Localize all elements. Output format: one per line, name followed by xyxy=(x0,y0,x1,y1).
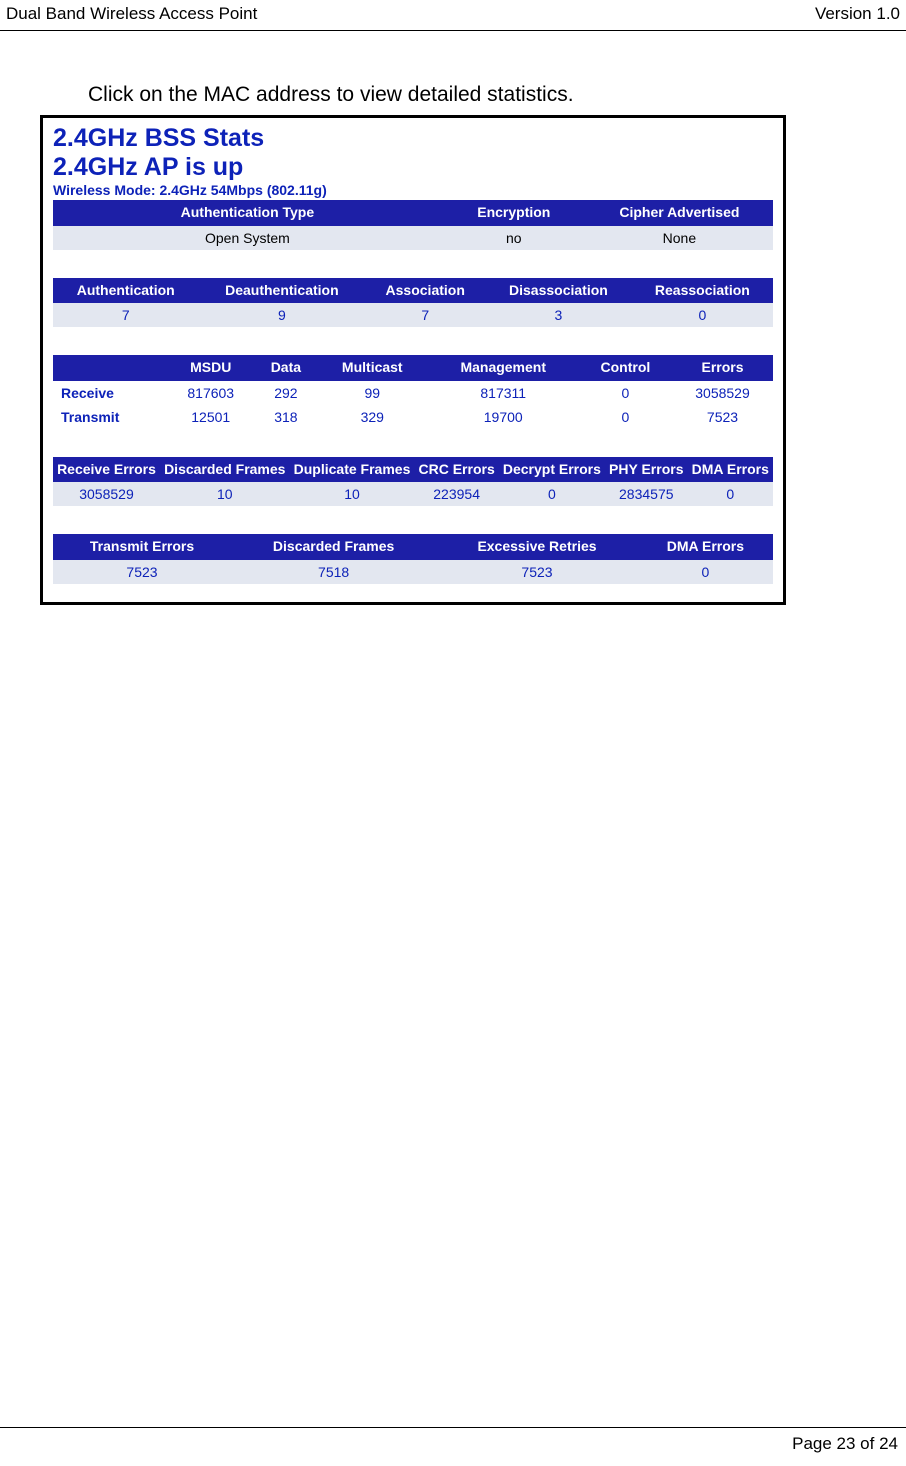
table-row: 3058529 10 10 223954 0 2834575 0 xyxy=(53,482,773,506)
td-management: 817311 xyxy=(428,381,579,405)
header-right: Version 1.0 xyxy=(815,4,900,24)
td-multicast: 329 xyxy=(317,405,428,429)
td-data: 318 xyxy=(255,405,317,429)
transmit-errors-table: Transmit Errors Discarded Frames Excessi… xyxy=(53,534,773,584)
th-phy-errors: PHY Errors xyxy=(605,457,688,483)
th-dma-errors: DMA Errors xyxy=(638,534,773,560)
th-dma-errors: DMA Errors xyxy=(688,457,773,483)
th-duplicate-frames: Duplicate Frames xyxy=(290,457,415,483)
stats-title-2: 2.4GHz AP is up xyxy=(53,153,773,182)
header-left: Dual Band Wireless Access Point xyxy=(6,4,257,24)
td-msdu: 12501 xyxy=(167,405,255,429)
table-header-row: Receive Errors Discarded Frames Duplicat… xyxy=(53,457,773,483)
th-control: Control xyxy=(579,355,672,381)
table-row: Transmit 12501 318 329 19700 0 7523 xyxy=(53,405,773,429)
td-deauthentication: 9 xyxy=(198,303,365,327)
td-multicast: 99 xyxy=(317,381,428,405)
td-discarded-frames: 10 xyxy=(160,482,290,506)
td-data: 292 xyxy=(255,381,317,405)
td-crc-errors: 223954 xyxy=(414,482,498,506)
th-management: Management xyxy=(428,355,579,381)
table-row: Receive 817603 292 99 817311 0 3058529 xyxy=(53,381,773,405)
intro-text: Click on the MAC address to view detaile… xyxy=(88,83,906,107)
th-blank xyxy=(53,355,167,381)
auth-counts-table: Authentication Deauthentication Associat… xyxy=(53,278,773,328)
td-encryption: no xyxy=(442,226,586,250)
td-auth-type: Open System xyxy=(53,226,442,250)
th-encryption: Encryption xyxy=(442,200,586,226)
td-control: 0 xyxy=(579,405,672,429)
td-receive-errors: 3058529 xyxy=(53,482,160,506)
td-decrypt-errors: 0 xyxy=(499,482,605,506)
th-receive-errors: Receive Errors xyxy=(53,457,160,483)
td-errors: 3058529 xyxy=(672,381,773,405)
th-cipher: Cipher Advertised xyxy=(586,200,773,226)
th-multicast: Multicast xyxy=(317,355,428,381)
th-disassociation: Disassociation xyxy=(485,278,632,304)
td-receive-label: Receive xyxy=(53,381,167,405)
td-control: 0 xyxy=(579,381,672,405)
stats-title-1: 2.4GHz BSS Stats xyxy=(53,124,773,153)
th-excessive-retries: Excessive Retries xyxy=(436,534,638,560)
td-duplicate-frames: 10 xyxy=(290,482,415,506)
th-discarded-frames: Discarded Frames xyxy=(160,457,290,483)
th-transmit-errors: Transmit Errors xyxy=(53,534,231,560)
page-number: Page 23 of 24 xyxy=(792,1434,898,1453)
td-reassociation: 0 xyxy=(632,303,773,327)
frames-table: MSDU Data Multicast Management Control E… xyxy=(53,355,773,429)
td-transmit-label: Transmit xyxy=(53,405,167,429)
td-authentication: 7 xyxy=(53,303,198,327)
table-header-row: Authentication Deauthentication Associat… xyxy=(53,278,773,304)
stats-panel: 2.4GHz BSS Stats 2.4GHz AP is up Wireles… xyxy=(40,115,786,605)
table-row: 7 9 7 3 0 xyxy=(53,303,773,327)
th-auth-type: Authentication Type xyxy=(53,200,442,226)
td-management: 19700 xyxy=(428,405,579,429)
table-row: Open System no None xyxy=(53,226,773,250)
page-footer: Page 23 of 24 xyxy=(0,1427,906,1466)
table-header-row: MSDU Data Multicast Management Control E… xyxy=(53,355,773,381)
th-discarded-frames: Discarded Frames xyxy=(231,534,436,560)
td-cipher: None xyxy=(586,226,773,250)
th-crc-errors: CRC Errors xyxy=(414,457,498,483)
th-errors: Errors xyxy=(672,355,773,381)
td-dma-errors: 0 xyxy=(638,560,773,584)
td-phy-errors: 2834575 xyxy=(605,482,688,506)
td-errors: 7523 xyxy=(672,405,773,429)
th-decrypt-errors: Decrypt Errors xyxy=(499,457,605,483)
th-msdu: MSDU xyxy=(167,355,255,381)
td-dma-errors: 0 xyxy=(688,482,773,506)
td-association: 7 xyxy=(365,303,485,327)
receive-errors-table: Receive Errors Discarded Frames Duplicat… xyxy=(53,457,773,507)
table-header-row: Authentication Type Encryption Cipher Ad… xyxy=(53,200,773,226)
td-discarded-frames: 7518 xyxy=(231,560,436,584)
td-transmit-errors: 7523 xyxy=(53,560,231,584)
td-msdu: 817603 xyxy=(167,381,255,405)
th-authentication: Authentication xyxy=(53,278,198,304)
table-row: 7523 7518 7523 0 xyxy=(53,560,773,584)
th-deauthentication: Deauthentication xyxy=(198,278,365,304)
auth-type-table: Authentication Type Encryption Cipher Ad… xyxy=(53,200,773,250)
td-excessive-retries: 7523 xyxy=(436,560,638,584)
table-header-row: Transmit Errors Discarded Frames Excessi… xyxy=(53,534,773,560)
stats-subtitle: Wireless Mode: 2.4GHz 54Mbps (802.11g) xyxy=(53,182,773,198)
page-header: Dual Band Wireless Access Point Version … xyxy=(0,0,906,31)
th-data: Data xyxy=(255,355,317,381)
th-reassociation: Reassociation xyxy=(632,278,773,304)
th-association: Association xyxy=(365,278,485,304)
td-disassociation: 3 xyxy=(485,303,632,327)
